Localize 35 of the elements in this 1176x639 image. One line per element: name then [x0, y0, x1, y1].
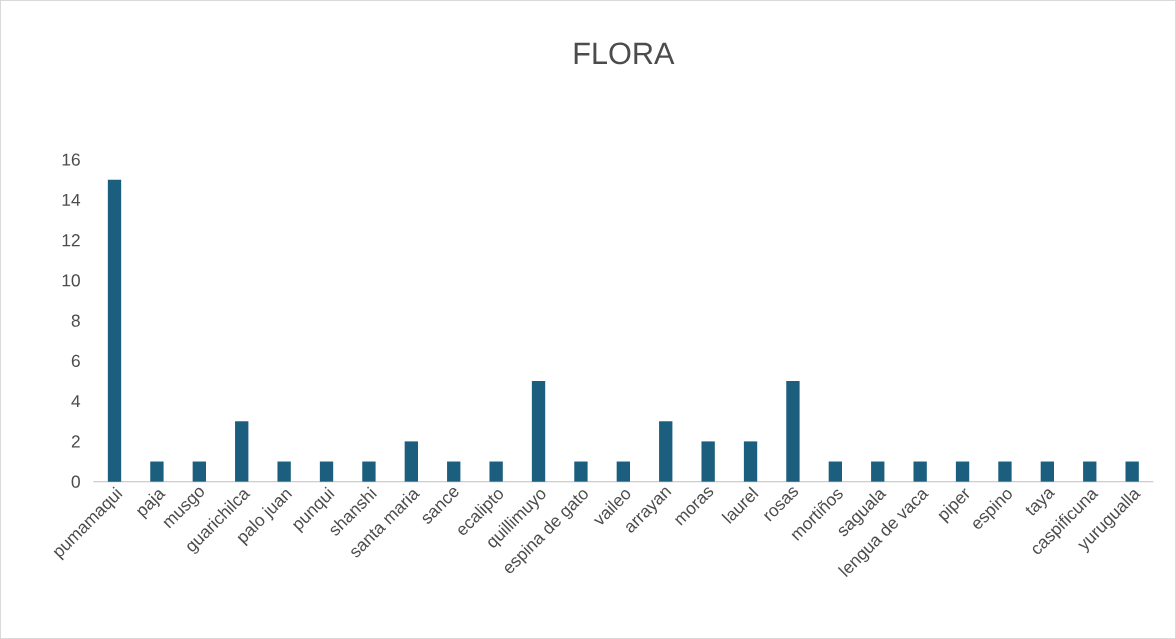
bar [489, 461, 503, 482]
bar [1125, 461, 1139, 482]
bar [531, 381, 546, 482]
bar [828, 461, 843, 482]
bar [150, 461, 164, 482]
bar [1083, 461, 1097, 482]
y-tick-label: 8 [71, 314, 80, 327]
y-tick-label: 14 [62, 193, 81, 206]
bar [659, 421, 673, 482]
bar [404, 441, 418, 482]
bar [277, 461, 291, 482]
chart-title: FLORA [574, 42, 675, 65]
y-tick-label: 4 [71, 395, 81, 408]
bar [574, 461, 588, 482]
bar [955, 461, 970, 482]
bar [871, 461, 885, 482]
y-tick-label: 16 [62, 153, 80, 166]
y-tick-label: 10 [62, 274, 80, 287]
y-tick-label: 2 [71, 435, 80, 448]
bar [1040, 461, 1055, 482]
y-tick-label: 6 [71, 354, 80, 368]
bar [235, 421, 249, 482]
bar [701, 441, 715, 482]
y-tick-label: 12 [62, 234, 80, 247]
bar [743, 441, 758, 482]
bar [913, 461, 927, 482]
bar [362, 461, 376, 482]
bar [998, 461, 1012, 482]
bar [192, 461, 206, 482]
y-tick-label: 0 [71, 475, 80, 488]
bar [107, 179, 122, 482]
bar [616, 461, 630, 482]
bar [319, 461, 334, 482]
bar [447, 461, 461, 482]
bar [786, 381, 800, 482]
